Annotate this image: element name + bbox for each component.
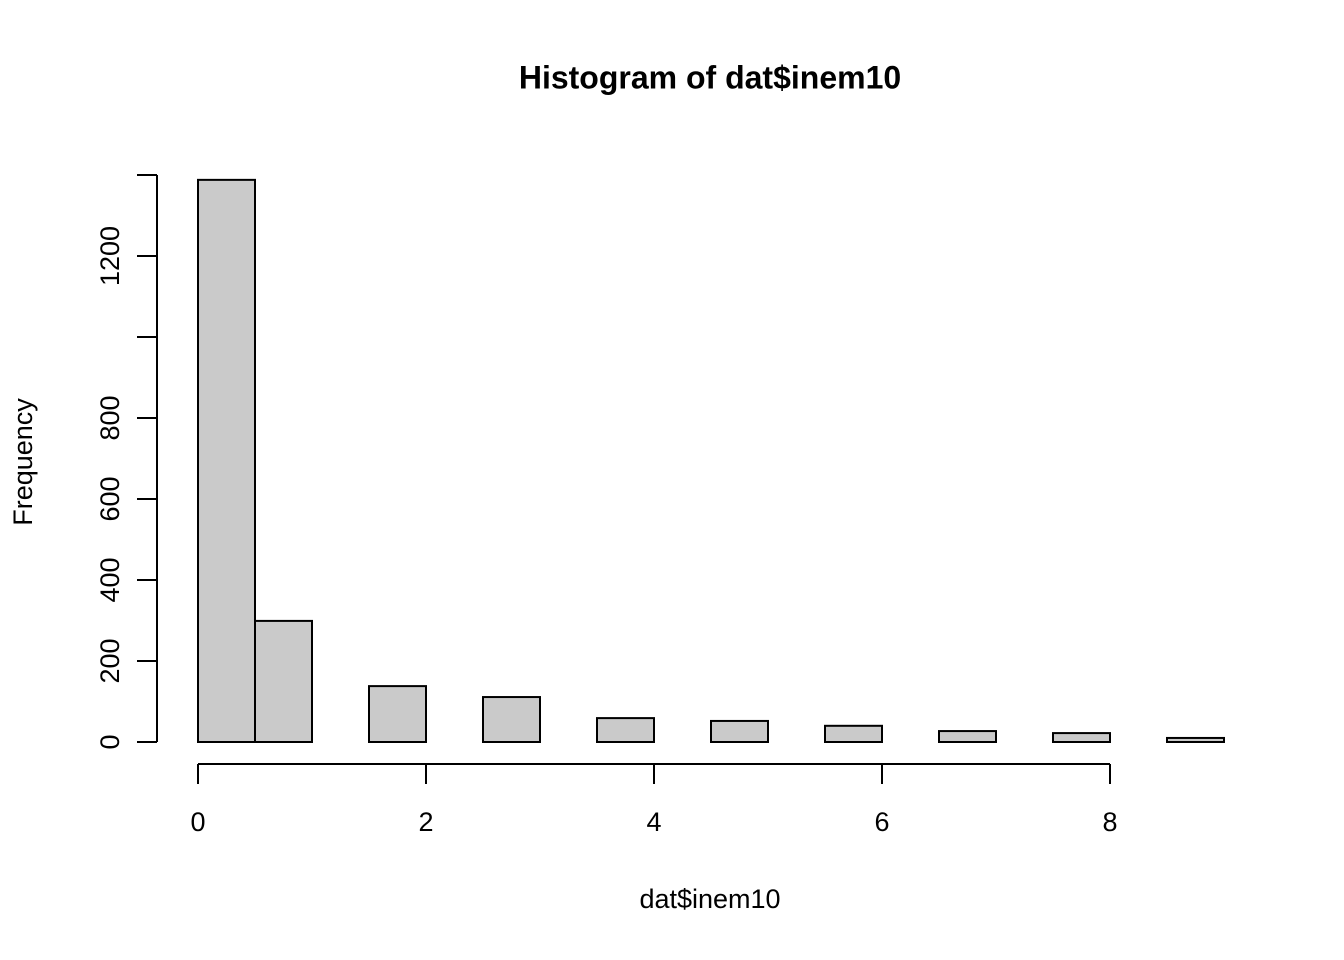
bar (1166, 736, 1225, 744)
x-axis-label: dat$inem10 (639, 884, 780, 914)
x-tick-label: 6 (874, 807, 889, 837)
bar (254, 619, 313, 744)
x-tick-label: 4 (646, 807, 661, 837)
x-tick-label: 8 (1102, 807, 1117, 837)
bar (710, 719, 769, 744)
chart-title: Histogram of dat$inem10 (519, 59, 901, 95)
x-tick-label: 0 (190, 807, 205, 837)
bar (596, 717, 655, 743)
bar (368, 685, 427, 743)
y-tick-label: 0 (95, 734, 125, 749)
y-tick-label: 1200 (95, 226, 125, 286)
y-tick-label: 200 (95, 638, 125, 683)
bar (824, 724, 883, 743)
x-tick-label: 2 (418, 807, 433, 837)
bar (482, 696, 541, 743)
y-axis-label: Frequency (8, 398, 38, 526)
y-tick-label: 400 (95, 557, 125, 602)
y-tick-label: 600 (95, 476, 125, 521)
bar (1052, 732, 1111, 744)
bar (197, 178, 256, 744)
y-tick-label: 800 (95, 395, 125, 440)
bar (938, 730, 997, 744)
